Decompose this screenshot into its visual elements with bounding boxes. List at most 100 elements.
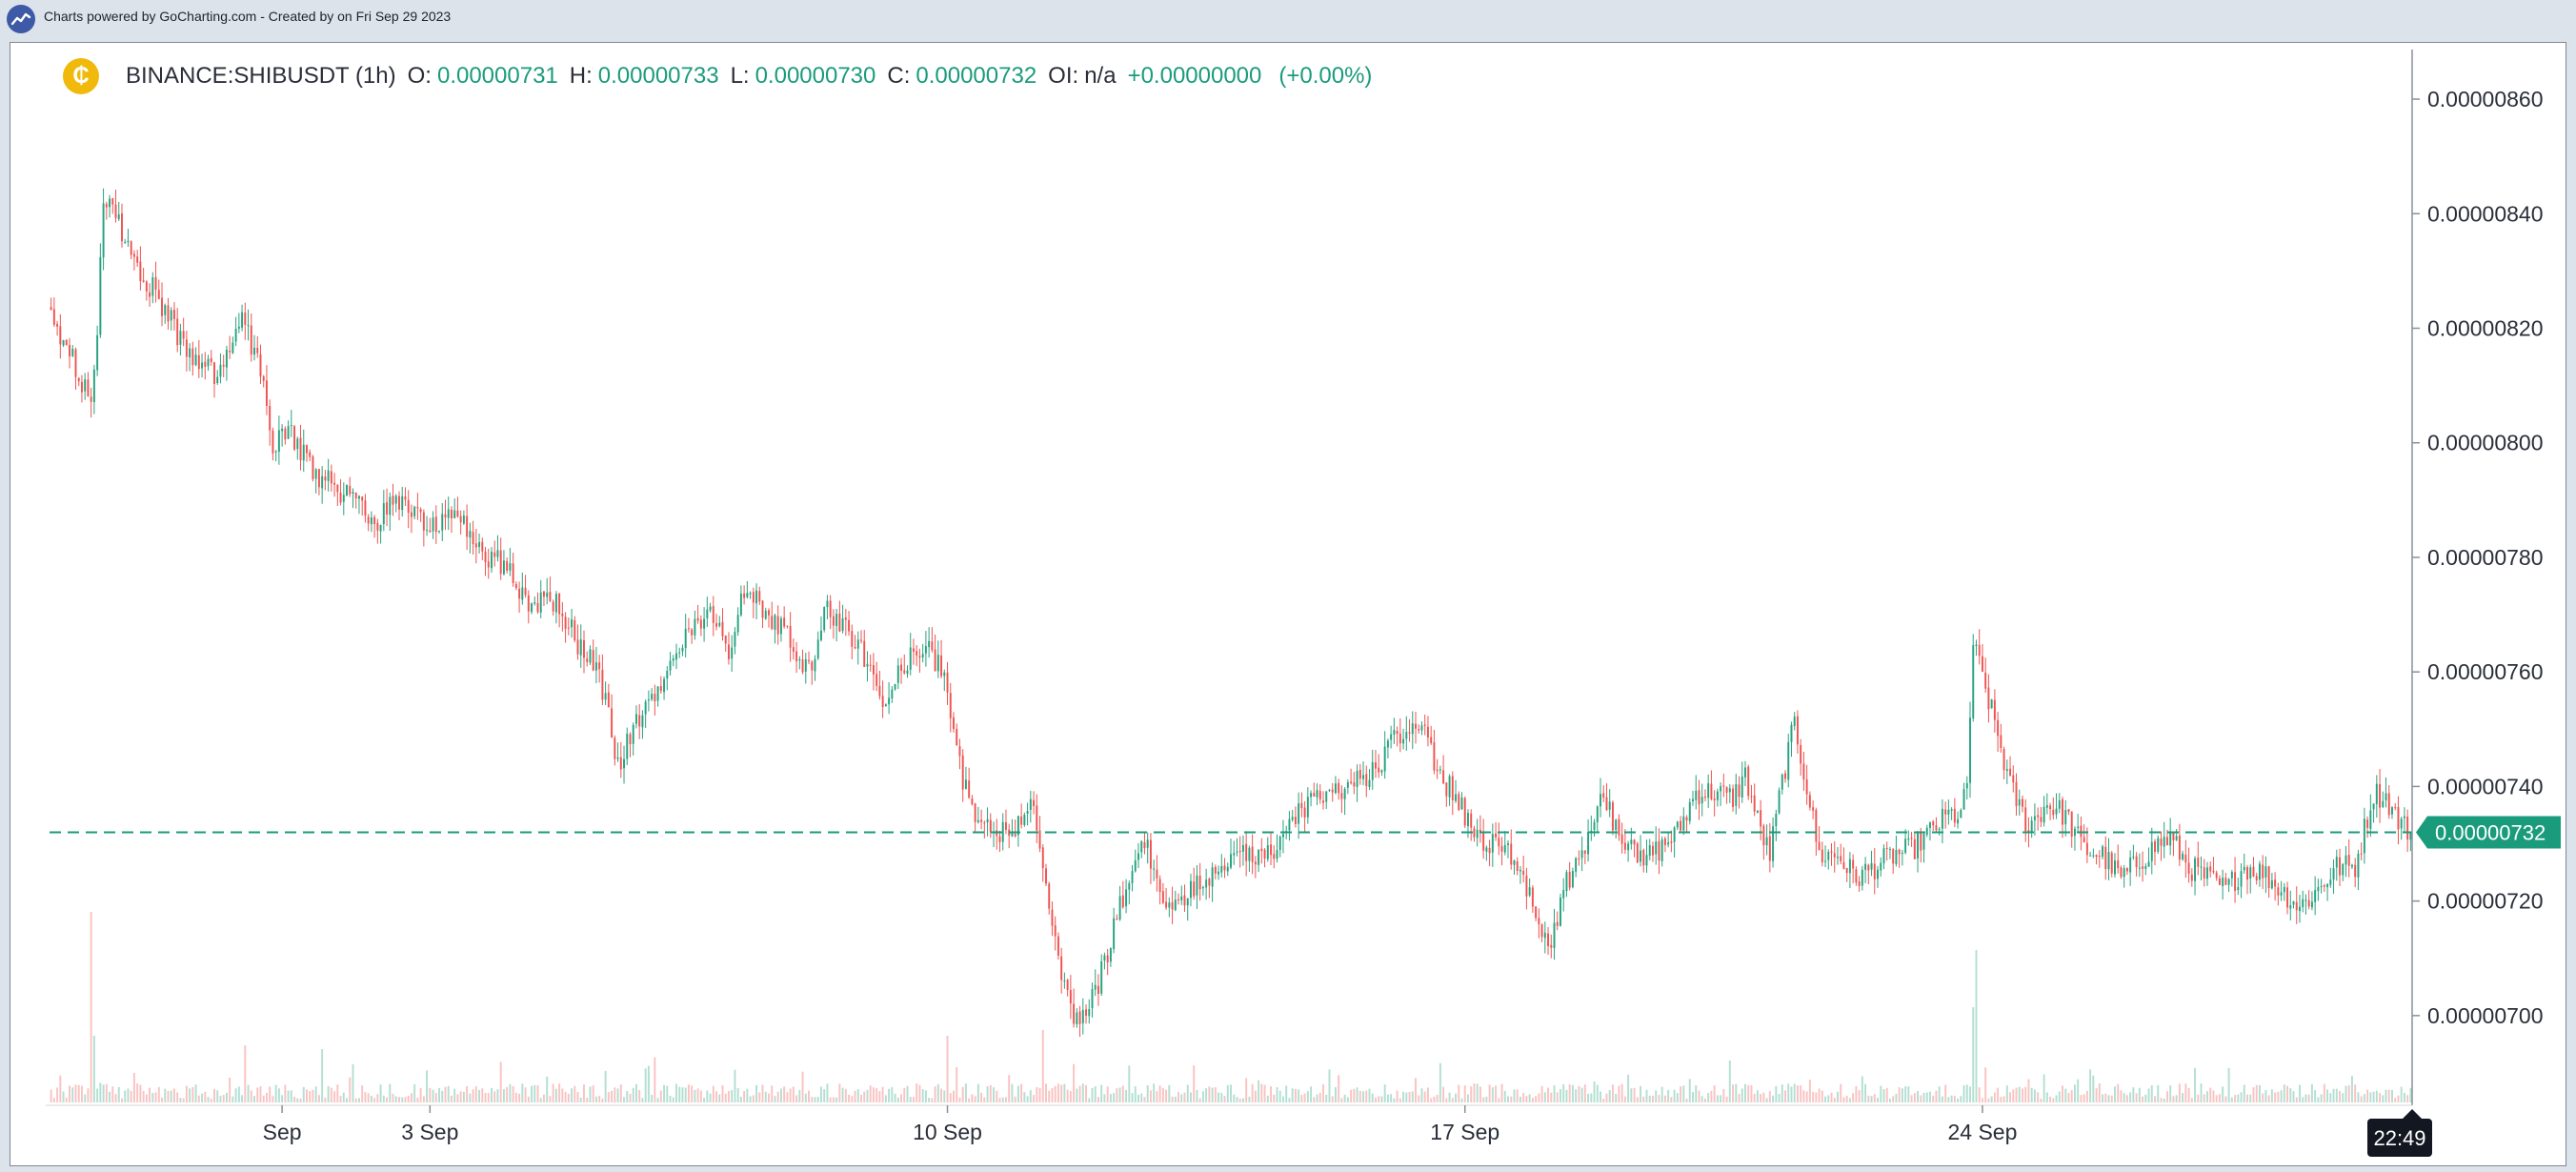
- candle-body: [2120, 867, 2123, 878]
- volume-bar: [1670, 1097, 1673, 1102]
- volume-bar: [1578, 1085, 1580, 1102]
- volume-bar: [1587, 1094, 1590, 1102]
- volume-bar: [493, 1091, 496, 1102]
- candle-body: [2320, 885, 2323, 887]
- candle-body: [247, 325, 250, 327]
- shib-coin-icon[interactable]: ₵: [63, 58, 99, 94]
- volume-bar: [256, 1087, 259, 1102]
- volume-bar: [194, 1084, 197, 1102]
- volume-bar: [1371, 1093, 1374, 1102]
- candle-body: [1149, 839, 1152, 869]
- volume-bar: [1180, 1094, 1183, 1102]
- volume-bar: [1658, 1095, 1660, 1102]
- candle-body: [1073, 1003, 1076, 1024]
- candle-body: [139, 261, 142, 281]
- volume-bar: [1510, 1096, 1513, 1102]
- volume-bar: [478, 1089, 481, 1102]
- volume-bar: [401, 1097, 404, 1102]
- candle-body: [1205, 879, 1208, 888]
- volume-bar: [1528, 1094, 1531, 1102]
- candle-body: [1109, 948, 1112, 962]
- volume-bar: [1892, 1096, 1895, 1102]
- volume-bar: [739, 1097, 742, 1102]
- candle-body: [1725, 787, 1728, 793]
- symbol-label[interactable]: BINANCE:SHIBUSDT (1h): [126, 63, 396, 89]
- candle-body: [1334, 783, 1337, 794]
- volume-bar: [191, 1086, 194, 1102]
- gocharting-logo-icon[interactable]: [7, 5, 35, 33]
- volume-bar: [986, 1086, 989, 1102]
- volume-bar: [2030, 1087, 2033, 1102]
- volume-bar: [185, 1085, 188, 1102]
- low-value: 0.00000730: [755, 63, 876, 89]
- volume-bar: [1720, 1095, 1722, 1102]
- volume-bar: [484, 1092, 487, 1102]
- volume-bar: [1097, 1097, 1099, 1102]
- candle-body: [1620, 834, 1623, 844]
- candle-body: [1885, 847, 1888, 849]
- volume-bar: [419, 1087, 422, 1102]
- volume-bar: [2002, 1096, 2005, 1102]
- candle-body: [65, 339, 68, 346]
- volume-bar: [1146, 1085, 1149, 1102]
- volume-bar: [2307, 1094, 2310, 1102]
- volume-bar: [1260, 1083, 1263, 1102]
- candle-body: [1177, 899, 1180, 900]
- volume-bar: [1830, 1092, 1833, 1102]
- volume-bar: [619, 1084, 622, 1102]
- volume-bar: [1867, 1095, 1870, 1102]
- candle-body: [739, 593, 742, 616]
- candle-body: [114, 204, 117, 218]
- volume-bar: [656, 1098, 659, 1102]
- volume-bar: [1960, 1096, 1962, 1102]
- volume-bar: [2379, 1093, 2382, 1102]
- volume-bar: [1790, 1086, 1793, 1102]
- volume-bar: [832, 1097, 835, 1102]
- volume-bar: [429, 1087, 432, 1102]
- volume-bar: [1728, 1061, 1731, 1102]
- volume-bar: [370, 1095, 372, 1102]
- volume-bar: [1463, 1085, 1466, 1102]
- low-label: L:: [730, 63, 750, 89]
- candle-body: [1186, 898, 1189, 906]
- candle-body: [1741, 776, 1743, 798]
- volume-bar: [2317, 1097, 2320, 1102]
- candle-body: [1845, 867, 1848, 874]
- volume-bar: [281, 1095, 284, 1102]
- price-axis[interactable]: 0.000007000.000007200.000007400.00000760…: [2412, 87, 2544, 1028]
- candle-body: [706, 609, 709, 618]
- volume-bar: [1057, 1083, 1059, 1102]
- candle-body: [164, 305, 167, 315]
- volume-bar: [860, 1094, 862, 1102]
- volume-bar: [1338, 1075, 1340, 1102]
- volume-bar: [1550, 1092, 1553, 1102]
- volume-bar: [586, 1098, 589, 1102]
- volume-bar: [56, 1087, 59, 1102]
- volume-bar: [721, 1084, 724, 1102]
- volume-bar: [1189, 1092, 1192, 1102]
- candle-body: [1935, 825, 1938, 831]
- volume-bar: [1568, 1083, 1571, 1102]
- candle-body: [80, 381, 83, 393]
- volume-bar: [1840, 1083, 1842, 1102]
- volume-bar: [1445, 1098, 1448, 1102]
- volume-bar: [453, 1088, 456, 1102]
- volume-bar: [74, 1084, 77, 1102]
- volume-bar: [1020, 1083, 1023, 1102]
- candle-body: [407, 499, 410, 514]
- candle-body: [502, 560, 505, 575]
- volume-bar: [816, 1097, 819, 1102]
- candle-body: [1300, 802, 1303, 809]
- candle-body: [641, 715, 644, 728]
- candle-body: [1380, 770, 1383, 773]
- candle-body: [798, 658, 801, 661]
- candle-body: [2295, 901, 2298, 911]
- candle-body: [419, 509, 422, 513]
- volume-bar: [1001, 1097, 1004, 1102]
- volume-bar: [392, 1093, 394, 1102]
- candle-body: [1254, 861, 1257, 865]
- candle-body: [2277, 887, 2280, 896]
- time-axis[interactable]: Sep 3 Sep 10 Sep 17 Sep 24 Sep: [263, 1105, 2018, 1144]
- candle-body: [771, 616, 774, 629]
